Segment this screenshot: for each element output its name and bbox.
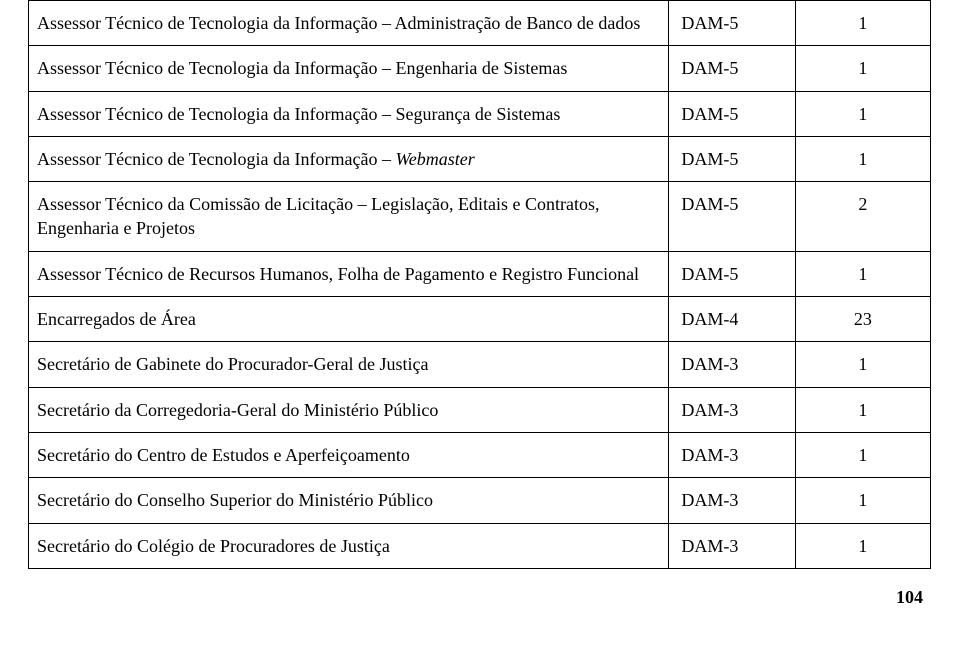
table-row: Encarregados de ÁreaDAM-423	[29, 297, 931, 342]
cell-quantity: 1	[795, 523, 930, 568]
document-page: Assessor Técnico de Tecnologia da Inform…	[0, 0, 959, 628]
cell-quantity: 1	[795, 1, 930, 46]
cell-description: Assessor Técnico de Tecnologia da Inform…	[29, 46, 669, 91]
desc-prefix: Assessor Técnico de Tecnologia da Inform…	[37, 149, 395, 169]
cell-description: Secretário do Centro de Estudos e Aperfe…	[29, 432, 669, 477]
table-row: Assessor Técnico de Tecnologia da Inform…	[29, 91, 931, 136]
cell-description: Encarregados de Área	[29, 297, 669, 342]
cell-code: DAM-5	[669, 1, 795, 46]
cell-description: Assessor Técnico da Comissão de Licitaçã…	[29, 182, 669, 252]
cell-quantity: 1	[795, 432, 930, 477]
cell-code: DAM-5	[669, 182, 795, 252]
cell-quantity: 2	[795, 182, 930, 252]
table-row: Assessor Técnico de Tecnologia da Inform…	[29, 1, 931, 46]
cell-quantity: 1	[795, 387, 930, 432]
table-row: Assessor Técnico de Tecnologia da Inform…	[29, 136, 931, 181]
cell-code: DAM-3	[669, 342, 795, 387]
cell-code: DAM-5	[669, 46, 795, 91]
cell-description: Secretário do Conselho Superior do Minis…	[29, 478, 669, 523]
cell-description: Secretário do Colégio de Procuradores de…	[29, 523, 669, 568]
table-row: Secretário do Conselho Superior do Minis…	[29, 478, 931, 523]
cell-code: DAM-3	[669, 523, 795, 568]
cell-quantity: 1	[795, 46, 930, 91]
desc-italic: Webmaster	[395, 149, 474, 169]
cell-description: Assessor Técnico de Recursos Humanos, Fo…	[29, 251, 669, 296]
table-row: Assessor Técnico da Comissão de Licitaçã…	[29, 182, 931, 252]
table-row: Secretário de Gabinete do Procurador-Ger…	[29, 342, 931, 387]
cell-description: Assessor Técnico de Tecnologia da Inform…	[29, 136, 669, 181]
cell-description: Assessor Técnico de Tecnologia da Inform…	[29, 1, 669, 46]
cell-description: Secretário de Gabinete do Procurador-Ger…	[29, 342, 669, 387]
cell-quantity: 1	[795, 251, 930, 296]
cell-quantity: 1	[795, 91, 930, 136]
page-number: 104	[28, 569, 931, 608]
cell-code: DAM-4	[669, 297, 795, 342]
cell-description: Secretário da Corregedoria-Geral do Mini…	[29, 387, 669, 432]
cell-code: DAM-3	[669, 432, 795, 477]
cell-code: DAM-5	[669, 251, 795, 296]
table-row: Secretário da Corregedoria-Geral do Mini…	[29, 387, 931, 432]
table-row: Assessor Técnico de Recursos Humanos, Fo…	[29, 251, 931, 296]
table-row: Assessor Técnico de Tecnologia da Inform…	[29, 46, 931, 91]
table-body: Assessor Técnico de Tecnologia da Inform…	[29, 1, 931, 569]
cell-code: DAM-3	[669, 387, 795, 432]
table-row: Secretário do Centro de Estudos e Aperfe…	[29, 432, 931, 477]
cell-quantity: 1	[795, 136, 930, 181]
positions-table: Assessor Técnico de Tecnologia da Inform…	[28, 0, 931, 569]
cell-code: DAM-5	[669, 136, 795, 181]
table-row: Secretário do Colégio de Procuradores de…	[29, 523, 931, 568]
cell-quantity: 1	[795, 342, 930, 387]
cell-code: DAM-5	[669, 91, 795, 136]
cell-quantity: 1	[795, 478, 930, 523]
cell-description: Assessor Técnico de Tecnologia da Inform…	[29, 91, 669, 136]
cell-quantity: 23	[795, 297, 930, 342]
cell-code: DAM-3	[669, 478, 795, 523]
